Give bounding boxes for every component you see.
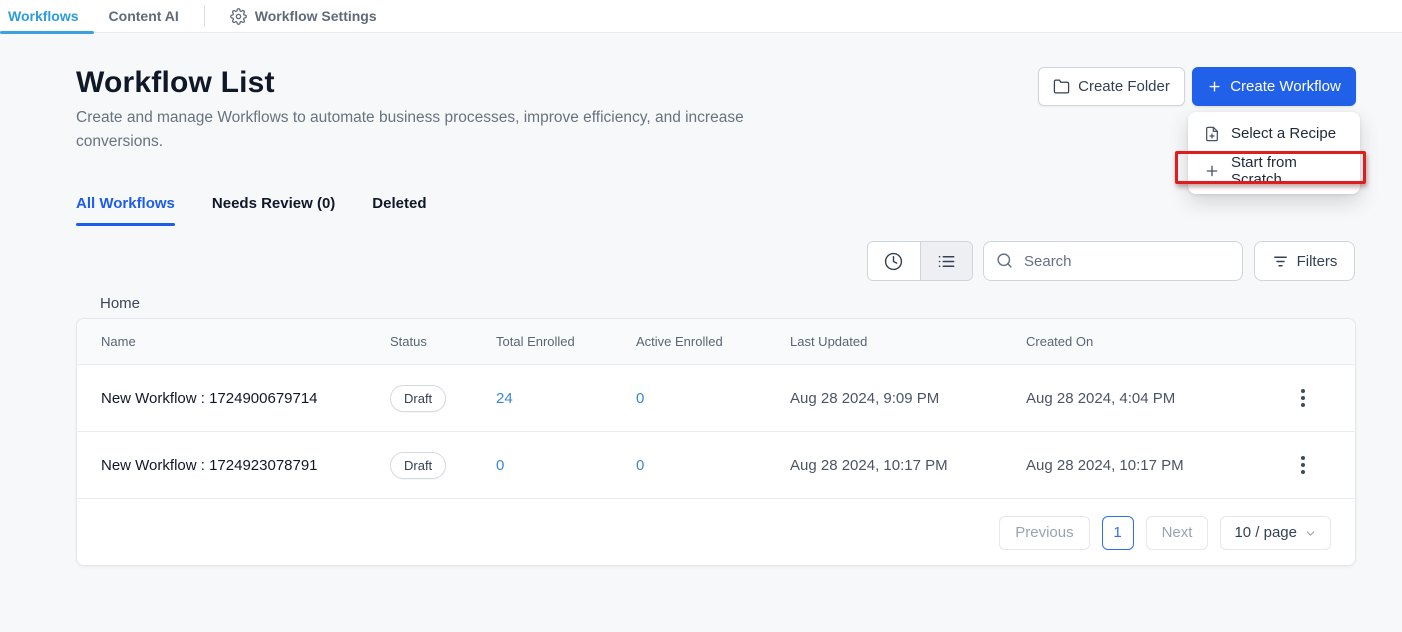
status-badge: Draft <box>390 384 447 412</box>
chevron-down-icon <box>1304 527 1317 540</box>
create-folder-label: Create Folder <box>1078 78 1170 95</box>
kebab-menu-icon[interactable] <box>1295 450 1311 480</box>
column-header-created-on: Created On <box>1026 334 1094 349</box>
filters-button[interactable]: Filters <box>1254 241 1355 281</box>
pagination: Previous 1 Next 10 / page <box>77 499 1355 565</box>
tab-deleted[interactable]: Deleted <box>372 195 426 226</box>
tab-label: All Workflows <box>76 195 175 212</box>
breadcrumb[interactable]: Home <box>100 295 141 312</box>
plus-icon <box>1204 163 1220 179</box>
previous-page-button[interactable]: Previous <box>999 515 1090 550</box>
tab-label: Needs Review (0) <box>211 195 336 212</box>
column-header-active-enrolled: Active Enrolled <box>636 334 723 349</box>
folder-icon <box>1053 78 1070 95</box>
nav-tab-label: Workflow Settings <box>254 8 377 24</box>
filters-label: Filters <box>1296 252 1338 270</box>
column-header-total-enrolled: Total Enrolled <box>496 334 575 349</box>
create-workflow-dropdown: Select a Recipe Start from Scratch <box>1188 112 1360 194</box>
workflow-name[interactable]: New Workflow : 1724923078791 <box>101 456 318 474</box>
menu-item-select-a-recipe[interactable]: Select a Recipe <box>1188 115 1360 152</box>
total-enrolled-link[interactable]: 0 <box>496 456 505 474</box>
view-toggle <box>867 241 973 281</box>
nav-tab-label: Workflows <box>8 8 79 24</box>
page-subtitle: Create and manage Workflows to automate … <box>76 109 744 150</box>
create-workflow-button[interactable]: Create Workflow <box>1192 67 1356 106</box>
tab-needs-review[interactable]: Needs Review (0) <box>212 195 335 226</box>
table-header-row: Name Status Total Enrolled Active Enroll… <box>77 319 1355 365</box>
workflow-table: Name Status Total Enrolled Active Enroll… <box>76 318 1356 566</box>
recipe-icon <box>1204 126 1220 142</box>
created-on-value: Aug 28 2024, 10:17 PM <box>1026 456 1184 474</box>
table-row[interactable]: New Workflow : 1724900679714 Draft 24 0 … <box>77 365 1355 432</box>
page-title: Workflow List <box>76 66 275 99</box>
create-folder-button[interactable]: Create Folder <box>1038 67 1185 106</box>
created-on-value: Aug 28 2024, 4:04 PM <box>1026 389 1176 407</box>
search-container <box>983 241 1243 281</box>
menu-item-label: Start from Scratch <box>1231 153 1297 188</box>
tab-all-workflows[interactable]: All Workflows <box>76 195 175 226</box>
table-row[interactable]: New Workflow : 1724923078791 Draft 0 0 A… <box>77 432 1355 499</box>
create-workflow-label: Create Workflow <box>1230 78 1341 95</box>
nav-tab-content-ai[interactable]: Content AI <box>94 0 194 33</box>
top-navigation: Workflows Content AI Workflow Settings <box>0 0 1402 34</box>
workflow-name[interactable]: New Workflow : 1724900679714 <box>101 389 318 407</box>
active-enrolled-link[interactable]: 0 <box>636 456 645 474</box>
gear-icon <box>229 7 247 25</box>
nav-tab-label: Content AI <box>108 8 179 24</box>
nav-divider <box>203 5 205 27</box>
total-enrolled-link[interactable]: 24 <box>496 389 513 407</box>
nav-tab-workflow-settings[interactable]: Workflow Settings <box>215 0 392 33</box>
page-size-label: 10 / page <box>1234 524 1297 541</box>
nav-tab-workflows[interactable]: Workflows <box>0 0 94 34</box>
column-header-last-updated: Last Updated <box>790 334 868 349</box>
list-view-button[interactable] <box>920 242 972 280</box>
search-input[interactable] <box>983 241 1243 281</box>
filter-icon <box>1272 253 1289 270</box>
last-updated-value: Aug 28 2024, 10:17 PM <box>790 456 948 474</box>
next-page-button[interactable]: Next <box>1145 515 1209 550</box>
menu-item-label: Select a Recipe <box>1231 125 1337 142</box>
current-page-button[interactable]: 1 <box>1101 515 1134 550</box>
menu-item-start-from-scratch[interactable]: Start from Scratch <box>1188 152 1360 189</box>
plus-icon <box>1207 79 1222 94</box>
page-size-select[interactable]: 10 / page <box>1220 515 1331 550</box>
list-view-icon <box>937 252 956 271</box>
kebab-menu-icon[interactable] <box>1295 383 1311 413</box>
column-header-name: Name <box>101 334 136 349</box>
history-view-button[interactable] <box>868 242 921 280</box>
tab-label: Deleted <box>372 195 427 212</box>
clock-icon <box>884 252 903 271</box>
active-enrolled-link[interactable]: 0 <box>636 389 645 407</box>
status-badge: Draft <box>390 451 447 479</box>
workflow-tabs: All Workflows Needs Review (0) Deleted <box>76 195 426 226</box>
last-updated-value: Aug 28 2024, 9:09 PM <box>790 389 940 407</box>
column-header-status: Status <box>390 334 427 349</box>
